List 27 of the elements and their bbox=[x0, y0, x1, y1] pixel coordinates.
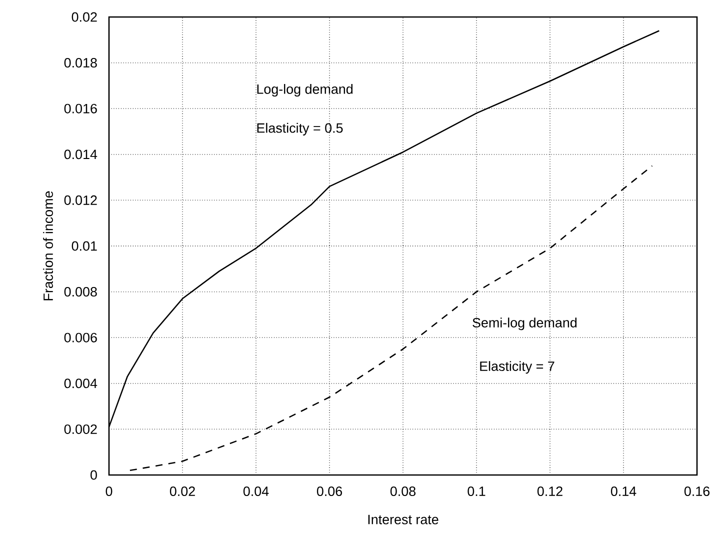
y-tick-label: 0.008 bbox=[64, 287, 97, 297]
y-tick-label: 0.002 bbox=[64, 424, 97, 434]
x-tick-label: 0.12 bbox=[537, 486, 562, 496]
x-tick-label: 0.02 bbox=[170, 486, 195, 496]
x-tick-label: 0.08 bbox=[390, 486, 416, 496]
y-tick-label: 0.01 bbox=[72, 241, 97, 251]
x-axis-title: Interest rate bbox=[368, 514, 438, 524]
annotation: Semi-log demand bbox=[472, 318, 577, 330]
x-tick-label: 0.14 bbox=[610, 486, 636, 496]
y-tick-label: 0.012 bbox=[64, 195, 97, 205]
y-axis-title: Fraction of income bbox=[43, 191, 53, 300]
y-tick-label: 0.004 bbox=[64, 378, 98, 388]
x-tick-label: 0.16 bbox=[684, 486, 710, 496]
x-tick-label: 0.1 bbox=[468, 486, 486, 496]
y-tick-label: 0.016 bbox=[64, 104, 97, 114]
x-tick-label: 0.04 bbox=[243, 486, 269, 496]
annotation: Elasticity = 0.5 bbox=[257, 122, 343, 136]
y-tick-label: 0 bbox=[90, 470, 97, 480]
y-tick-label: 0.018 bbox=[64, 58, 97, 68]
y-tick-label: 0.02 bbox=[72, 12, 97, 22]
y-tick-label: 0.014 bbox=[64, 150, 98, 160]
x-tick-label: 0 bbox=[106, 486, 112, 496]
y-tick-label: 0.006 bbox=[64, 332, 97, 342]
annotation: Log-log demand bbox=[257, 84, 353, 97]
annotation: Elasticity = 7 bbox=[480, 361, 554, 374]
line-series bbox=[129, 165, 653, 472]
x-tick-label: 0.06 bbox=[316, 486, 342, 496]
